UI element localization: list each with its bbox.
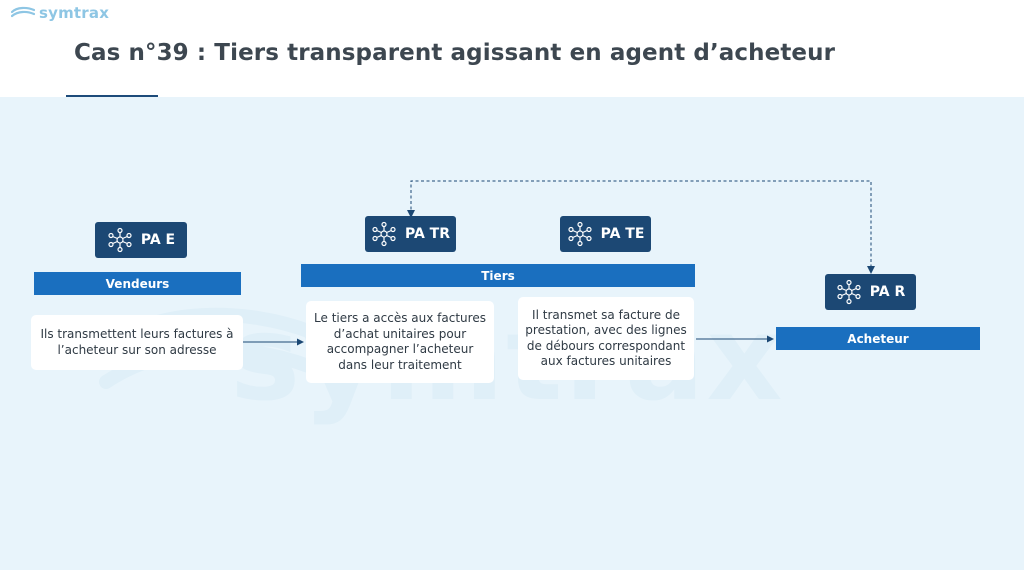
brand-name: symtrax [39, 4, 110, 22]
network-nodes-icon [837, 279, 861, 305]
pa-tr-badge[interactable]: PA TR [365, 216, 456, 252]
vendeurs-banner: Vendeurs [34, 272, 241, 295]
brand-logo[interactable]: symtrax [11, 4, 109, 22]
pa-e-badge[interactable]: PA E [95, 222, 187, 258]
pa-e-label: PA E [140, 232, 176, 248]
tiers-acces-card: Le tiers a accès aux factures d’achat un… [306, 301, 494, 383]
pa-r-badge[interactable]: PA R [825, 274, 916, 310]
acheteur-banner: Acheteur [776, 327, 980, 350]
vendeurs-card: Ils transmettent leurs factures à l’ache… [31, 315, 243, 370]
page-title: Cas n°39 : Tiers transparent agissant en… [74, 40, 836, 66]
pa-te-label: PA TE [600, 226, 645, 242]
network-nodes-icon [108, 227, 132, 253]
tiers-banner: Tiers [301, 264, 695, 287]
pa-r-label: PA R [869, 284, 906, 300]
network-nodes-icon [567, 221, 592, 247]
tiers-transmet-card: Il transmet sa facture de prestation, av… [518, 297, 694, 380]
pa-te-badge[interactable]: PA TE [560, 216, 651, 252]
header: symtrax Cas n°39 : Tiers transparent agi… [0, 0, 1024, 97]
network-nodes-icon [372, 221, 396, 247]
pa-tr-label: PA TR [404, 226, 450, 242]
symtrax-swoosh-icon [11, 6, 35, 18]
